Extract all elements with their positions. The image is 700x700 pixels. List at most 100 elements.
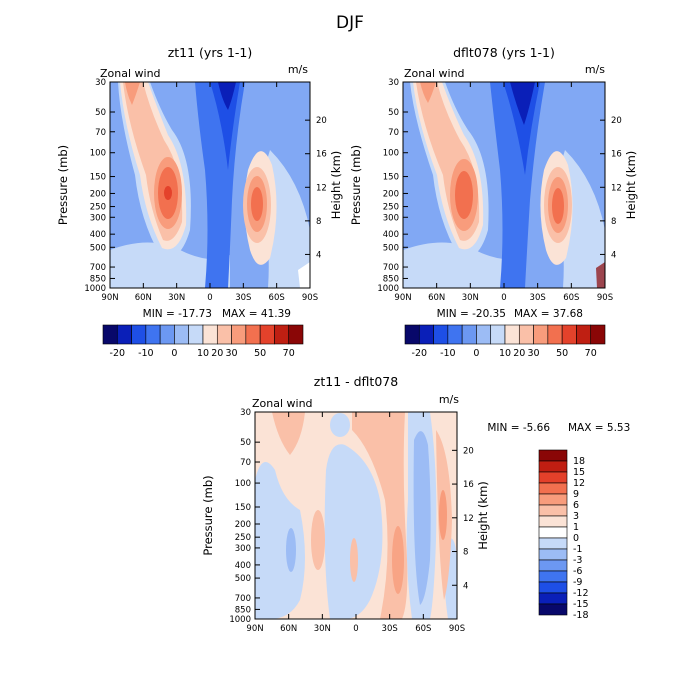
- colorbar: -20 -10 0 10 20 30 50 70: [102, 324, 304, 359]
- colorbar-swatch: [538, 548, 568, 561]
- colorbar-label: 0: [473, 348, 479, 359]
- colorbar-label: -20: [110, 348, 126, 359]
- colorbar-swatch: [504, 324, 520, 345]
- y2-tick-label: 8: [611, 217, 616, 227]
- field-label: Zonal wind: [252, 397, 313, 410]
- anom-pos-core: [392, 526, 404, 594]
- min-label: MIN = -20.35: [437, 308, 506, 320]
- colorbar-label: 10: [197, 348, 209, 359]
- units-label: m/s: [585, 63, 605, 76]
- contour-field: [255, 412, 457, 619]
- easterly-core: [210, 82, 240, 170]
- y-tick-label: 250: [383, 203, 399, 213]
- colorbar-swatch: [245, 324, 261, 345]
- panel-zt11: zt11 (yrs 1-1) Zonal wind m/s: [56, 45, 343, 359]
- y-tick-label: 700: [90, 263, 106, 273]
- colorbar-label: 3: [573, 511, 579, 522]
- y-axis-title: Pressure (mb): [349, 145, 363, 225]
- colorbar-label: -15: [573, 599, 589, 610]
- colorbar-swatch: [274, 324, 290, 345]
- colorbar-swatch: [174, 324, 190, 345]
- colorbar-swatch: [547, 324, 563, 345]
- anom-neg-nh: [255, 462, 305, 619]
- y2-tick-label: 16: [611, 150, 622, 160]
- y2-axis-title: Height (km): [624, 151, 638, 220]
- sh-jet-core: [552, 188, 564, 224]
- x-tick-label: 30S: [382, 624, 398, 634]
- y-tick-label: 500: [235, 574, 251, 584]
- axes: 90N 60N 30N 0 30S 60S 90S 30 50 70 100 150 200 250300…: [349, 78, 638, 303]
- y2-tick-label: 16: [316, 150, 327, 160]
- y2-tick-label: 8: [463, 548, 468, 558]
- y-tick-label: 700: [383, 263, 399, 273]
- y-tick-label: 850: [235, 605, 251, 615]
- nh-upper-max: [125, 82, 140, 105]
- x-tick-label: 90S: [449, 624, 465, 634]
- colorbar-label: -10: [440, 348, 456, 359]
- y-tick-label: 700: [235, 594, 251, 604]
- colorbar-label: -9: [573, 577, 582, 588]
- y-tick-label: 1000: [229, 615, 251, 625]
- y-tick-label: 70: [240, 458, 251, 468]
- colorbar-swatch: [433, 324, 449, 345]
- y2-axis-title: Height (km): [476, 481, 490, 550]
- y-tick-label: 1000: [84, 284, 106, 294]
- y-tick-label: 30: [95, 78, 106, 88]
- x-tick-label: 0: [207, 293, 212, 303]
- colorbar-swatch: [538, 537, 568, 550]
- axes: 90N 60N 30N 0 30S 60S 90S 30 50 70 100 150 200 250300…: [56, 78, 343, 303]
- panel-title: zt11 - dflt078: [314, 374, 398, 389]
- y-tick-label: 50: [95, 108, 106, 118]
- x-tick-label: 0: [501, 293, 506, 303]
- y2-tick-label: 12: [611, 183, 622, 193]
- panel-title: dflt078 (yrs 1-1): [453, 45, 555, 60]
- colorbar-swatch: [538, 471, 568, 484]
- x-tick-label: 0: [353, 624, 358, 634]
- field-label: Zonal wind: [404, 67, 465, 80]
- y2-tick-label: 12: [316, 183, 327, 193]
- anom-neg-cell: [286, 528, 296, 572]
- y2-tick-label: 20: [316, 116, 327, 126]
- x-tick-label: 60N: [428, 293, 445, 303]
- sfc-max: [596, 262, 605, 288]
- colorbar-swatch: [231, 324, 247, 345]
- y2-tick-label: 20: [463, 446, 474, 456]
- max-label: MAX = 37.68: [514, 308, 583, 320]
- colorbar-label: -12: [573, 588, 589, 599]
- easterly-band: [490, 82, 545, 288]
- colorbar-swatch: [116, 324, 132, 345]
- contour-low-band: [403, 242, 525, 288]
- x-tick-label: 60N: [280, 624, 297, 634]
- colorbar-swatch: [538, 570, 568, 583]
- colorbar-label: 15: [573, 467, 585, 478]
- colorbar-label: 1: [573, 522, 579, 533]
- colorbar-label: 50: [556, 348, 568, 359]
- max-label: MAX = 41.39: [222, 308, 291, 320]
- y2-tick-label: 8: [316, 217, 321, 227]
- colorbar-swatch: [131, 324, 147, 345]
- y2-tick-label: 20: [611, 116, 622, 126]
- easterly-max: [510, 82, 535, 125]
- y-tick-label: 100: [383, 149, 399, 159]
- colorbar-label: 0: [171, 348, 177, 359]
- x-tick-label: 60S: [563, 293, 579, 303]
- y-tick-label: 400: [235, 561, 251, 571]
- easterly-core: [503, 82, 540, 175]
- topography-mask: [298, 262, 310, 288]
- colorbar-swatch: [533, 324, 549, 345]
- y-tick-label: 250: [235, 533, 251, 543]
- sh-jet-core: [251, 187, 263, 221]
- easterly-max: [218, 82, 236, 110]
- colorbar-label: 9: [573, 489, 579, 500]
- y-tick-label: 150: [90, 173, 106, 183]
- panel-difference: zt11 - dflt078 Zonal wind m/s 90N 60N 30N 0…: [201, 374, 630, 634]
- y2-tick-label: 4: [463, 581, 468, 591]
- colorbar-swatch: [538, 581, 568, 594]
- colorbar-swatch: [216, 324, 232, 345]
- anom-pos-nh: [311, 510, 325, 570]
- colorbar-swatch: [476, 324, 492, 345]
- colorbar-swatch: [490, 324, 506, 345]
- x-tick-label: 60S: [415, 624, 431, 634]
- units-label: m/s: [288, 63, 308, 76]
